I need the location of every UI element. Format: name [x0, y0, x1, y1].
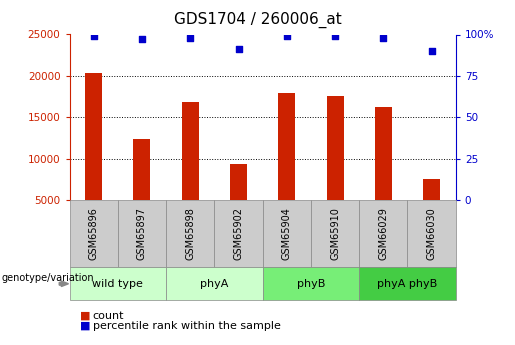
- Text: genotype/variation: genotype/variation: [1, 273, 94, 283]
- Bar: [182, 102, 199, 200]
- Bar: [375, 107, 392, 200]
- Text: GSM65897: GSM65897: [137, 207, 147, 260]
- Point: [283, 33, 291, 39]
- Bar: [133, 139, 150, 200]
- Point: [186, 35, 194, 41]
- Bar: [327, 96, 344, 200]
- Text: GSM66029: GSM66029: [379, 207, 388, 260]
- Text: GSM65898: GSM65898: [185, 207, 195, 260]
- Text: GSM65904: GSM65904: [282, 207, 292, 260]
- Text: ■: ■: [80, 311, 90, 321]
- Point: [331, 33, 339, 39]
- Text: phyA: phyA: [200, 279, 229, 289]
- Text: count: count: [93, 311, 124, 321]
- Text: phyA phyB: phyA phyB: [377, 279, 438, 289]
- Text: GSM65896: GSM65896: [89, 207, 99, 260]
- Point: [234, 47, 243, 52]
- Bar: [423, 179, 440, 200]
- Point: [138, 37, 146, 42]
- Text: percentile rank within the sample: percentile rank within the sample: [93, 321, 281, 331]
- Text: GSM66030: GSM66030: [426, 207, 437, 260]
- Text: phyB: phyB: [297, 279, 325, 289]
- Bar: [230, 165, 247, 200]
- Point: [379, 35, 387, 41]
- Text: GDS1704 / 260006_at: GDS1704 / 260006_at: [174, 12, 341, 28]
- Text: wild type: wild type: [92, 279, 143, 289]
- Bar: [85, 73, 102, 200]
- Point: [90, 33, 98, 39]
- Text: GSM65902: GSM65902: [233, 207, 244, 260]
- Bar: [278, 93, 295, 200]
- Text: GSM65910: GSM65910: [330, 207, 340, 260]
- Text: ■: ■: [80, 321, 90, 331]
- Point: [427, 48, 436, 54]
